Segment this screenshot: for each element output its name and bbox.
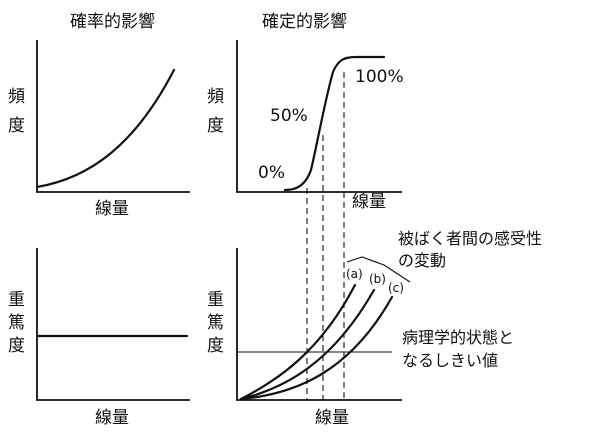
deterministic-frequency-label-1: 頻 xyxy=(207,87,224,107)
stochastic-severity-dose-label: 線量 xyxy=(95,408,129,428)
stochastic-severity-label-2: 篤 xyxy=(8,313,25,333)
sensitivity-note: 被ばく者間の感受性 の変動 xyxy=(398,229,542,270)
stochastic-effect-title: 確率的影響 xyxy=(70,12,155,32)
deterministic-severity-label-1: 重 xyxy=(207,290,224,310)
deterministic-severity-label-2: 篤 xyxy=(207,313,224,333)
severity-curve-c xyxy=(239,295,394,401)
stochastic-frequency-label-1: 頻 xyxy=(8,87,25,107)
deterministic-frequency-label-2: 度 xyxy=(207,116,224,136)
sensitivity-brace xyxy=(346,256,411,283)
curve-label-b: (b) xyxy=(369,272,386,286)
pct-50-label: 50% xyxy=(270,106,308,126)
severity-curve-b xyxy=(239,288,376,401)
stochastic-severity-label-3: 度 xyxy=(8,336,25,356)
curve-label-a: (a) xyxy=(346,267,363,281)
stochastic-frequency-plot: 頻 度 線量 xyxy=(8,40,190,219)
stochastic-frequency-label-2: 度 xyxy=(8,116,25,136)
stochastic-severity-label-1: 重 xyxy=(8,290,25,310)
deterministic-frequency-plot: 0% 50% 100% 頻 度 線量 xyxy=(207,40,404,212)
deterministic-frequency-axes xyxy=(236,40,402,193)
pct-100-label: 100% xyxy=(355,67,404,87)
stochastic-severity-plot: 重 篤 度 線量 xyxy=(8,248,190,428)
severity-curve-a xyxy=(239,283,357,401)
stochastic-dose-label: 線量 xyxy=(95,199,129,219)
deterministic-severity-plot: (a) (b) (c) 重 篤 度 線量 xyxy=(207,248,411,428)
curve-label-c: (c) xyxy=(388,281,404,295)
deterministic-dose-label: 線量 xyxy=(352,192,386,212)
threshold-note-line-2: なるしきい値 xyxy=(402,351,498,370)
threshold-note-line-1: 病理学的状態と xyxy=(402,328,514,347)
deterministic-frequency-curve xyxy=(283,55,386,192)
deterministic-severity-dose-label: 線量 xyxy=(315,408,349,428)
sensitivity-note-line-1: 被ばく者間の感受性 xyxy=(398,229,542,248)
deterministic-severity-axes xyxy=(236,248,402,401)
deterministic-effect-title: 確定的影響 xyxy=(262,12,347,32)
stochastic-frequency-curve xyxy=(35,68,176,189)
dose-guide-lines xyxy=(306,72,345,400)
pct-0-label: 0% xyxy=(258,163,285,183)
stochastic-severity-axes xyxy=(36,248,190,401)
threshold-note: 病理学的状態と なるしきい値 xyxy=(402,328,514,370)
deterministic-severity-label-3: 度 xyxy=(207,336,224,356)
stochastic-frequency-axes xyxy=(36,40,190,193)
sensitivity-note-line-2: の変動 xyxy=(398,251,446,270)
